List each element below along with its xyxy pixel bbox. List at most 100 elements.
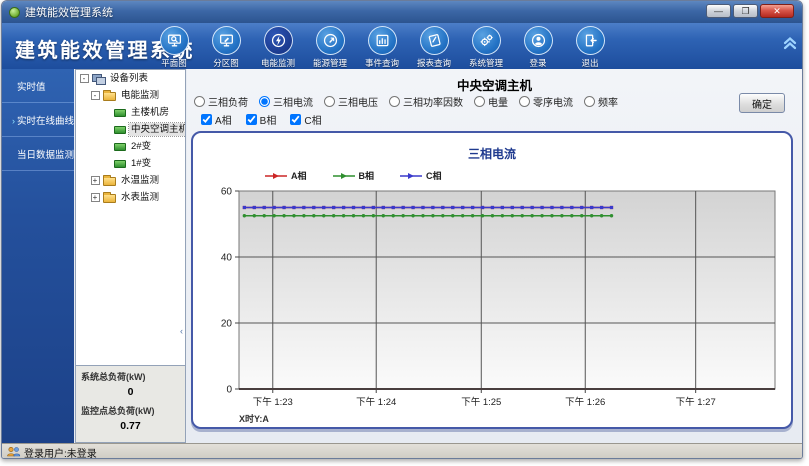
radio-label: 三相电流 xyxy=(273,98,313,109)
svg-text:下午 1:23: 下午 1:23 xyxy=(253,396,293,408)
radio-1[interactable]: 三相负荷 xyxy=(194,94,248,109)
nav-item-5[interactable]: 事件查询 xyxy=(356,26,408,69)
device-page-title: 中央空调主机 xyxy=(456,79,532,93)
tree-row[interactable]: 2#变 xyxy=(76,138,185,155)
sidebar-item-2[interactable]: › 实时在线曲线 xyxy=(2,103,74,137)
svg-text:X时Y:A: X时Y:A xyxy=(239,413,269,424)
radio-label: 零序电流 xyxy=(533,98,573,109)
checkbox-1[interactable]: A相 xyxy=(201,112,232,127)
radio-input[interactable] xyxy=(519,96,530,107)
chart-legend: A相 B相 C相 xyxy=(265,169,442,182)
tree-node-label: 中央空调主机 xyxy=(127,122,185,137)
checkbox-input[interactable] xyxy=(290,114,302,125)
radio-label: 三相功率因数 xyxy=(403,98,463,109)
nav-item-label: 报表查询 xyxy=(416,58,451,68)
nav-item-label: 登录 xyxy=(529,58,547,68)
login-users-icon xyxy=(7,446,21,457)
meter-icon xyxy=(114,125,126,134)
tree-row[interactable]: + 水表监测 xyxy=(76,189,185,206)
checkbox-input[interactable] xyxy=(201,114,212,125)
app-window: 建筑能效管理系统 — ❐ ✕ 建筑能效管理系统 平面图分区图 电能监测 能源管理 事件… xyxy=(1,0,803,459)
checkbox-2[interactable]: B相 xyxy=(245,112,277,127)
nav-item-label: 退出 xyxy=(581,58,599,68)
radio-input[interactable] xyxy=(584,96,595,107)
nav-item-3[interactable]: 电能监测 xyxy=(252,26,304,69)
tree-node-label: 主楼机房 xyxy=(131,107,170,118)
nav-item-6[interactable]: 报表查询 xyxy=(408,26,460,69)
tree-row[interactable]: 1#变 xyxy=(76,155,185,172)
nav-item-7[interactable]: 系统管理 xyxy=(460,26,512,69)
tree-row[interactable]: 中央空调主机 xyxy=(76,121,185,138)
main-nav: 平面图 分区图 电能监测 能源管理 事件查询 报表查询 系统管理 登录 退出 xyxy=(148,26,616,69)
radio-input[interactable] xyxy=(389,96,400,107)
svg-text:20: 20 xyxy=(221,319,233,330)
checkbox-label: B相 xyxy=(259,116,277,127)
tree-row[interactable]: - 电能监测 xyxy=(76,87,185,104)
radio-input[interactable] xyxy=(324,96,335,107)
checkbox-3[interactable]: C相 xyxy=(290,112,322,127)
nav-item-2[interactable]: 分区图 xyxy=(200,26,252,69)
tree-node-label: 水表监测 xyxy=(121,192,160,203)
report-query-icon xyxy=(419,26,449,55)
checkbox-label: A相 xyxy=(215,116,232,127)
radio-2[interactable]: 三相电流 xyxy=(259,94,313,109)
collapse-header-icon[interactable] xyxy=(783,35,797,56)
chart-title: 三相电流 xyxy=(467,147,516,161)
chart-plot: 0 20 40 60 下午 1:23 下午 1:24 下午 1:25 下午 1:26 下午 1:… xyxy=(199,185,791,434)
svg-text:下午 1:26: 下午 1:26 xyxy=(565,396,605,408)
nav-item-9[interactable]: 退出 xyxy=(564,26,616,69)
floor-plan-icon xyxy=(159,26,189,55)
power-monitor-icon xyxy=(263,26,293,55)
nav-item-1[interactable]: 平面图 xyxy=(148,26,200,69)
radio-input[interactable] xyxy=(194,96,205,107)
window-title: 建筑能效管理系统 xyxy=(25,7,113,19)
svg-text:下午 1:25: 下午 1:25 xyxy=(461,396,501,408)
tree-node-label: 1#变 xyxy=(131,158,152,169)
zone-map-icon xyxy=(211,26,241,55)
svg-text:40: 40 xyxy=(221,253,233,264)
collapse-node-icon[interactable]: - xyxy=(79,74,89,83)
radio-label: 三相负荷 xyxy=(208,98,248,109)
sidebar-item-3[interactable]: ›当日数据监测 xyxy=(2,137,74,171)
header: 建筑能效管理系统 平面图 分区图 电能监测 能源管理 事件查询 报表查询 系统管理 登录 退出 xyxy=(2,23,802,69)
radio-6[interactable]: 零序电流 xyxy=(519,94,573,109)
radio-input[interactable] xyxy=(259,96,270,107)
nav-item-label: 分区图 xyxy=(213,58,239,68)
meter-icon xyxy=(114,159,126,168)
titlebar: 建筑能效管理系统 — ❐ ✕ xyxy=(2,1,802,23)
phase-checkbox-group: A相 B相 C相 xyxy=(201,112,322,127)
folder-icon xyxy=(103,90,116,101)
nav-item-8[interactable]: 登录 xyxy=(512,26,564,69)
radio-5[interactable]: 电量 xyxy=(474,94,508,109)
event-query-icon xyxy=(367,26,397,55)
checkbox-input[interactable] xyxy=(245,114,257,125)
load-info-block-1: 系统总负荷(kW) 0 xyxy=(76,366,185,400)
login-user-icon xyxy=(523,26,553,55)
tree-row[interactable]: - 设备列表 xyxy=(76,70,185,87)
close-button[interactable]: ✕ xyxy=(760,4,794,18)
nav-item-label: 系统管理 xyxy=(468,58,503,68)
restore-button[interactable]: ❐ xyxy=(733,4,758,18)
legend-label: B相 xyxy=(358,171,375,181)
radio-3[interactable]: 三相电压 xyxy=(324,94,378,109)
sidebar-item-1[interactable]: ›实时值 xyxy=(2,69,74,103)
radio-input[interactable] xyxy=(474,96,485,107)
tree-collapse-handle[interactable]: ‹ xyxy=(180,326,183,336)
radio-4[interactable]: 三相功率因数 xyxy=(389,94,463,109)
radio-7[interactable]: 频率 xyxy=(584,94,618,109)
tree-row[interactable]: 主楼机房 xyxy=(76,104,185,121)
expand-node-icon[interactable]: + xyxy=(90,193,100,202)
exit-door-icon xyxy=(575,26,605,55)
collapse-node-icon[interactable]: - xyxy=(90,91,100,100)
radio-label: 频率 xyxy=(598,98,618,109)
measurement-radio-group: 三相负荷 三相电流 三相电压 三相功率因数 电量 零序电流 频率 xyxy=(194,94,618,109)
confirm-button[interactable]: 确定 xyxy=(739,93,785,113)
sidebar-item-label: 实时值 xyxy=(17,82,46,93)
nav-item-label: 事件查询 xyxy=(364,58,399,68)
nav-item-4[interactable]: 能源管理 xyxy=(304,26,356,69)
minimize-button[interactable]: — xyxy=(706,4,731,18)
main-content: 中央空调主机 三相负荷 三相电流 三相电压 三相功率因数 电量 零序电流 频率 A相 B相 C相… xyxy=(187,69,802,443)
device-tree-panel: ‹ - 设备列表 - 电能监测 主楼机房 中央空调主机 2#变 1#变 + 水温监测 + 水表监测 xyxy=(75,69,186,366)
tree-row[interactable]: + 水温监测 xyxy=(76,172,185,189)
expand-node-icon[interactable]: + xyxy=(90,176,100,185)
